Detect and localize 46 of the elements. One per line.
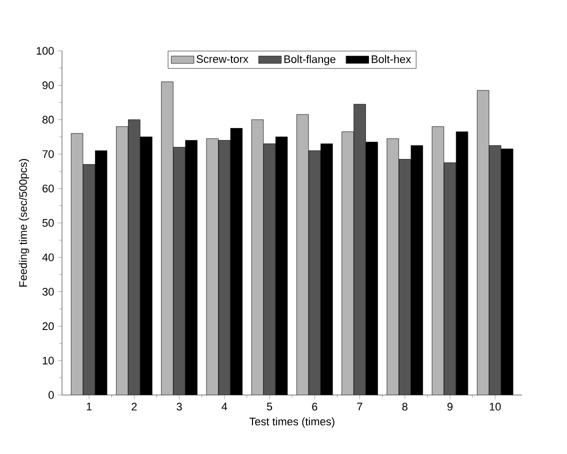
x-tick-label: 3 <box>176 402 182 411</box>
y-tick-label: 40 <box>42 253 54 262</box>
x-tick-label: 7 <box>357 402 362 410</box>
bar <box>398 159 411 395</box>
legend-label: Screw-torx <box>196 55 248 63</box>
bar <box>206 138 218 395</box>
bar <box>386 138 399 395</box>
x-tick-label: 8 <box>402 402 408 411</box>
bar <box>264 144 276 395</box>
y-tick-label: 60 <box>42 184 54 192</box>
y-tick-label: 0 <box>48 391 54 399</box>
x-tick-label: 9 <box>447 402 453 411</box>
bar <box>252 120 264 395</box>
legend-label: Bolt-hex <box>372 55 412 64</box>
x-axis-title: Test times (times) <box>249 417 334 428</box>
x-tick-label: 6 <box>312 402 318 411</box>
y-tick-label: 100 <box>36 46 54 55</box>
bar <box>489 145 502 395</box>
x-tick-label: 4 <box>222 402 228 410</box>
bar <box>308 150 321 395</box>
y-tick-label: 30 <box>42 288 54 296</box>
bar <box>444 162 456 395</box>
bar <box>116 126 128 395</box>
bar <box>128 120 140 395</box>
bar <box>83 164 95 395</box>
bar <box>71 133 83 395</box>
y-tick-label: 70 <box>42 150 54 158</box>
x-tick-label: 1 <box>86 402 92 410</box>
y-tick-label: 50 <box>42 219 54 227</box>
bar <box>476 90 490 395</box>
y-axis-title: Feeding time (sec/500pcs) <box>18 159 30 287</box>
y-tick-label: 90 <box>42 81 54 90</box>
x-tick-label: 2 <box>132 402 137 410</box>
legend-label: Bolt-flange <box>284 55 336 66</box>
y-tick-label: 80 <box>42 116 54 124</box>
y-tick-label: 20 <box>42 322 54 330</box>
x-tick-label: 5 <box>266 402 272 410</box>
bar <box>173 147 186 395</box>
x-tick-label: 10 <box>490 402 501 411</box>
bar <box>342 132 354 395</box>
y-tick-label: 10 <box>42 356 54 364</box>
bar <box>354 104 366 395</box>
bar <box>161 82 174 395</box>
bar <box>218 140 230 395</box>
bar <box>432 126 444 395</box>
bar <box>296 114 309 395</box>
